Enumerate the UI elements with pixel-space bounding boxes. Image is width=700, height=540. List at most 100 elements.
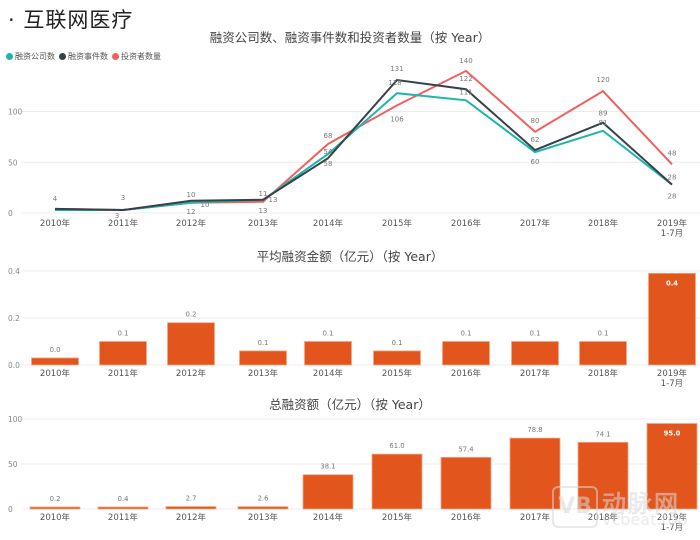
bar-value-label: 0.1 bbox=[461, 330, 472, 338]
bar[interactable] bbox=[239, 350, 287, 366]
y-axis-label: 100 bbox=[8, 415, 23, 424]
bar-value-label: 0.2 bbox=[50, 495, 61, 503]
x-axis-label: 2018年 bbox=[588, 218, 619, 229]
data-label: 60 bbox=[531, 158, 540, 166]
x-axis-label: 2011年 bbox=[108, 218, 139, 229]
bar-value-label: 0.1 bbox=[598, 330, 609, 338]
line-series[interactable] bbox=[54, 69, 673, 212]
bar[interactable] bbox=[167, 322, 215, 366]
bar[interactable] bbox=[509, 437, 561, 510]
data-label: 48 bbox=[668, 149, 677, 157]
x-axis-label: 1-7月 bbox=[661, 379, 683, 389]
x-axis-label: 2014年 bbox=[313, 512, 344, 523]
data-label: 28 bbox=[668, 174, 677, 182]
legend-label: 融资公司数 bbox=[15, 52, 55, 61]
x-axis-label: 2012年 bbox=[176, 368, 207, 379]
x-axis-label: 2016年 bbox=[451, 368, 482, 379]
total-funding-chart-title: 总融资额（亿元）（按 Year） bbox=[269, 397, 431, 412]
x-axis-label: 2010年 bbox=[40, 218, 71, 229]
bar-value-label: 0.1 bbox=[323, 330, 334, 338]
x-axis-label: 2012年 bbox=[176, 218, 207, 229]
bar-value-label: 57.4 bbox=[458, 445, 473, 453]
x-axis-label: 2015年 bbox=[382, 512, 413, 523]
bar-value-label: 0.4 bbox=[118, 495, 129, 503]
bar-value-label: 0.4 bbox=[666, 279, 678, 287]
x-axis-label: 2013年 bbox=[248, 218, 279, 229]
x-axis-label: 2011年 bbox=[108, 368, 139, 379]
x-axis-label: 2015年 bbox=[382, 218, 413, 229]
legend-item-events[interactable]: 融资事件数 bbox=[59, 51, 108, 62]
bar[interactable] bbox=[442, 341, 490, 366]
data-label: 4 bbox=[53, 195, 58, 203]
y-axis-label: 0.0 bbox=[8, 361, 20, 370]
x-axis-label: 2019年 bbox=[657, 218, 688, 229]
bar[interactable] bbox=[579, 341, 627, 366]
bar[interactable] bbox=[97, 506, 149, 510]
bar[interactable] bbox=[237, 506, 289, 510]
line-series[interactable] bbox=[55, 92, 673, 211]
data-label: 68 bbox=[324, 132, 333, 140]
data-label: 62 bbox=[531, 136, 540, 144]
bar-value-label: 2.6 bbox=[258, 495, 269, 503]
bar[interactable] bbox=[373, 350, 421, 366]
y-axis-label: 50 bbox=[8, 460, 18, 469]
data-label: 3 bbox=[115, 212, 119, 220]
bar[interactable] bbox=[99, 341, 147, 366]
watermark-logo-icon: VB bbox=[552, 486, 598, 528]
line-chart: 0 50 100 2010年 2011年 2012年 2013年 2014年 2015年 2016… bbox=[8, 57, 700, 239]
x-axis-label: 2016年 bbox=[451, 218, 482, 229]
legend-label: 融资事件数 bbox=[68, 52, 108, 61]
bar[interactable] bbox=[648, 272, 696, 366]
bar[interactable] bbox=[577, 441, 629, 510]
data-label: 12 bbox=[187, 208, 196, 216]
data-label: 13 bbox=[269, 196, 278, 204]
y-axis-label: 0 bbox=[8, 209, 13, 218]
line-chart-legend: 融资公司数 融资事件数 投资者数量 bbox=[6, 51, 161, 62]
bar[interactable] bbox=[31, 357, 79, 366]
bar[interactable] bbox=[646, 423, 698, 510]
line-chart-title: 融资公司数、融资事件数和投资者数量（按 Year） bbox=[209, 30, 491, 45]
x-axis-label: 2018年 bbox=[588, 512, 619, 523]
legend-label: 投资者数量 bbox=[121, 52, 161, 61]
data-label: 131 bbox=[390, 65, 403, 73]
bar[interactable] bbox=[371, 453, 423, 510]
bar[interactable] bbox=[302, 474, 354, 510]
data-label: 111 bbox=[459, 88, 472, 96]
x-axis-label: 1-7月 bbox=[661, 229, 683, 239]
data-label: 10 bbox=[187, 191, 196, 199]
bar[interactable] bbox=[304, 341, 352, 366]
legend-item-companies[interactable]: 融资公司数 bbox=[6, 51, 55, 62]
bar[interactable] bbox=[511, 341, 559, 366]
data-label: 58 bbox=[324, 160, 333, 168]
bar-value-label: 38.1 bbox=[320, 463, 335, 471]
x-axis-label: 2011年 bbox=[108, 512, 139, 523]
watermark-url: vcbeat.top bbox=[602, 510, 688, 529]
x-axis-label: 2019年 bbox=[657, 512, 688, 523]
avg-funding-bar-chart: 0.0 0.2 0.4 2010年 2011年 2012年 2013年 2014年 2015年 2… bbox=[8, 267, 700, 389]
x-axis-label: 2018年 bbox=[588, 368, 619, 379]
bar[interactable] bbox=[29, 506, 81, 510]
data-label: 28 bbox=[668, 193, 677, 201]
y-axis-label: 50 bbox=[8, 158, 18, 167]
data-label: 89 bbox=[599, 110, 608, 118]
data-label: 118 bbox=[388, 79, 401, 87]
x-axis-label: 2016年 bbox=[451, 512, 482, 523]
bar[interactable] bbox=[440, 456, 492, 510]
x-axis-label: 2014年 bbox=[313, 218, 344, 229]
data-label: 106 bbox=[390, 115, 404, 123]
bar[interactable] bbox=[165, 506, 217, 510]
bar-value-label: 0.1 bbox=[530, 330, 541, 338]
data-label: 54 bbox=[324, 148, 333, 156]
line-series[interactable] bbox=[54, 78, 673, 212]
data-label: 80 bbox=[531, 117, 540, 125]
legend-item-investors[interactable]: 投资者数量 bbox=[112, 51, 161, 62]
data-label: 122 bbox=[459, 75, 472, 83]
x-axis-label: 2010年 bbox=[40, 368, 71, 379]
bar-value-label: 74.1 bbox=[595, 430, 610, 438]
bar-value-label: 0.1 bbox=[392, 339, 403, 347]
bar-value-label: 78.8 bbox=[527, 426, 542, 434]
x-axis-label: 2015年 bbox=[382, 368, 413, 379]
avg-funding-chart-title: 平均融资金额（亿元）（按 Year） bbox=[256, 249, 444, 264]
bar-value-label: 0.1 bbox=[118, 330, 129, 338]
watermark-name: 动脉网 bbox=[602, 490, 680, 518]
